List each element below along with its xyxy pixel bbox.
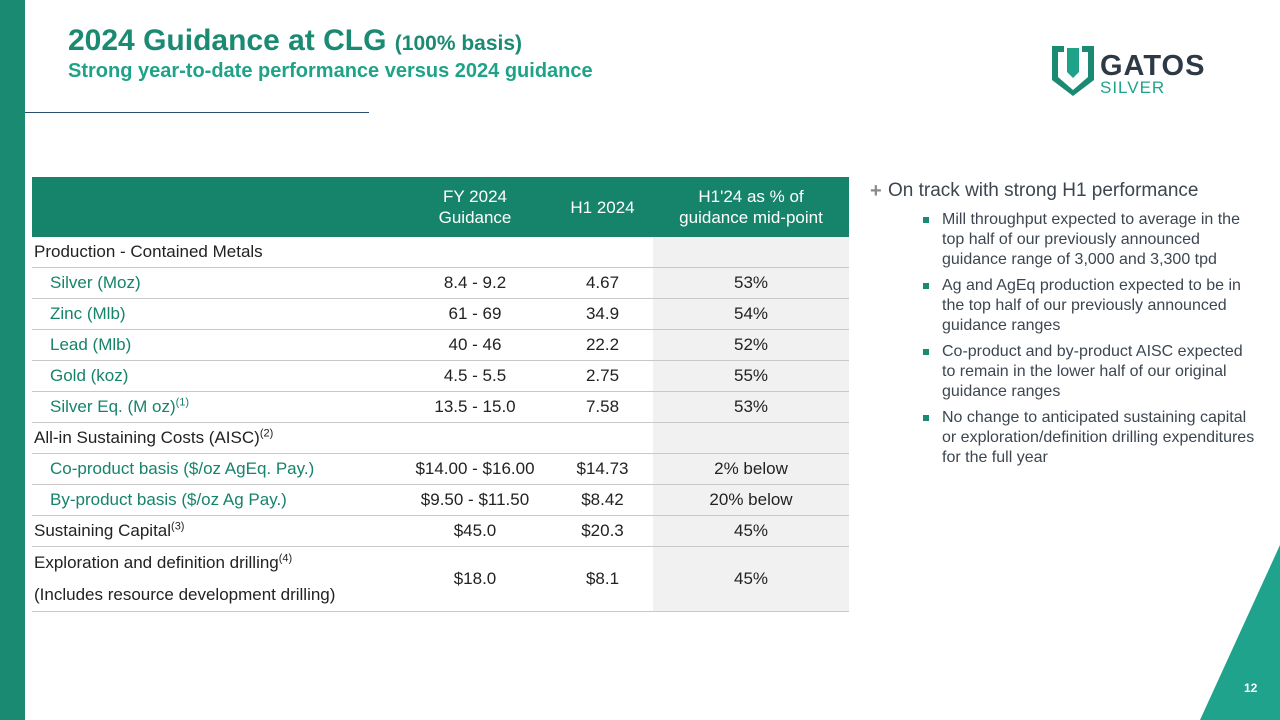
page-number: 12 (1244, 681, 1258, 695)
section-label: All-in Sustaining Costs (AISC)(2) (32, 422, 398, 454)
pct-value: 53% (653, 267, 849, 299)
footnote-ref: (4) (278, 552, 293, 565)
square-bullet-icon (923, 217, 929, 223)
table-header-row: FY 2024 Guidance H1 2024 H1'24 as % of gui… (32, 177, 849, 237)
pct-value: 55% (653, 360, 849, 392)
left-accent-bar (0, 0, 25, 720)
slide-subtitle: Strong year-to-date performance versus 2… (68, 60, 593, 82)
row-label-text: Sustaining Capital (34, 521, 172, 540)
plus-icon: + (870, 180, 882, 202)
list-item: Ag and AgEq production expected to be in… (918, 276, 1255, 336)
list-item-text: Co-product and by-product AISC expected … (942, 343, 1243, 400)
h1-value: $20.3 (552, 515, 653, 547)
table-row-exploration: Exploration and definition drilling(4) (I… (32, 546, 849, 612)
h1-value: 7.58 (552, 391, 653, 423)
list-item: Co-product and by-product AISC expected … (918, 342, 1255, 402)
fy-value: 8.4 - 9.2 (398, 267, 552, 299)
row-label: Gold (koz) (32, 360, 398, 392)
header-fy-line1: FY 2024 (443, 187, 507, 206)
fy-value: 61 - 69 (398, 298, 552, 330)
main-bullet: + On track with strong H1 performance (870, 180, 1255, 202)
pct-value: 45% (653, 546, 849, 612)
row-label: Exploration and definition drilling(4) (I… (32, 546, 398, 612)
square-bullet-icon (923, 415, 929, 421)
row-label: Sustaining Capital(3) (32, 515, 398, 547)
row-label: By-product basis ($/oz Ag Pay.) (32, 484, 398, 516)
logo-wordmark-gatos: GATOS (1100, 50, 1206, 82)
row-label: Silver (Moz) (32, 267, 398, 299)
row-label-line2: (Includes resource development drilling) (34, 585, 336, 604)
header-label-blank (32, 177, 398, 237)
h1-value: $8.42 (552, 484, 653, 516)
table-row: Lead (Mlb) 40 - 46 22.2 52% (32, 329, 849, 361)
table-row: Gold (koz) 4.5 - 5.5 2.75 55% (32, 360, 849, 392)
fy-value: 13.5 - 15.0 (398, 391, 552, 423)
section-label: Production - Contained Metals (32, 237, 398, 268)
row-label: Silver Eq. (M oz)(1) (32, 391, 398, 423)
fy-value: $14.00 - $16.00 (398, 453, 552, 485)
header-pct-midpoint: H1'24 as % of guidance mid-point (653, 177, 849, 237)
table-row: Silver (Moz) 8.4 - 9.2 4.67 53% (32, 267, 849, 299)
h1-value: $14.73 (552, 453, 653, 485)
square-bullet-icon (923, 283, 929, 289)
fy-value: $45.0 (398, 515, 552, 547)
table-row: Co-product basis ($/oz AgEq. Pay.) $14.0… (32, 453, 849, 485)
shield-logo-icon (1052, 46, 1094, 96)
footnote-ref: (2) (259, 427, 274, 440)
square-bullet-icon (923, 349, 929, 355)
row-label: Co-product basis ($/oz AgEq. Pay.) (32, 453, 398, 485)
title-divider (25, 112, 369, 113)
pct-value: 45% (653, 515, 849, 547)
row-label-text: Silver Eq. (M oz) (50, 397, 176, 416)
list-item-text: Mill throughput expected to average in t… (942, 211, 1240, 268)
header-h1: H1 2024 (552, 177, 653, 237)
commentary-bullets: + On track with strong H1 performance Mi… (870, 180, 1255, 474)
table-row-sustaining: Sustaining Capital(3) $45.0 $20.3 45% (32, 515, 849, 547)
fy-value: $9.50 - $11.50 (398, 484, 552, 516)
pct-value: 20% below (653, 484, 849, 516)
table-row: Silver Eq. (M oz)(1) 13.5 - 15.0 7.58 53… (32, 391, 849, 423)
h1-value: 4.67 (552, 267, 653, 299)
h1-value: 2.75 (552, 360, 653, 392)
list-item: Mill throughput expected to average in t… (918, 210, 1255, 270)
corner-decoration (1200, 545, 1280, 720)
slide-title: 2024 Guidance at CLG (100% basis) (68, 24, 522, 61)
pct-value: 52% (653, 329, 849, 361)
pct-value: 2% below (653, 453, 849, 485)
header-pct-line2: guidance mid-point (679, 208, 823, 227)
row-label: Lead (Mlb) (32, 329, 398, 361)
table-row: By-product basis ($/oz Ag Pay.) $9.50 - … (32, 484, 849, 516)
header-fy-line2: Guidance (438, 208, 512, 227)
sub-bullet-list: Mill throughput expected to average in t… (870, 210, 1255, 468)
footnote-ref: (1) (175, 396, 190, 409)
pct-value: 53% (653, 391, 849, 423)
section-label-text: All-in Sustaining Costs (AISC) (34, 428, 260, 447)
h1-value: 22.2 (552, 329, 653, 361)
fy-value: $18.0 (398, 546, 552, 612)
logo-wordmark-silver: SILVER (1100, 78, 1166, 97)
gatos-silver-logo: GATOS SILVER (1050, 44, 1225, 100)
fy-value: 4.5 - 5.5 (398, 360, 552, 392)
list-item-text: Ag and AgEq production expected to be in… (942, 277, 1241, 334)
pct-value: 54% (653, 298, 849, 330)
main-bullet-text: On track with strong H1 performance (888, 180, 1199, 201)
header-pct-line1: H1'24 as % of (698, 187, 804, 206)
h1-value: 34.9 (552, 298, 653, 330)
list-item: No change to anticipated sustaining capi… (918, 408, 1255, 468)
section-row-production: Production - Contained Metals (32, 237, 849, 268)
fy-value: 40 - 46 (398, 329, 552, 361)
h1-value: $8.1 (552, 546, 653, 612)
list-item-text: No change to anticipated sustaining capi… (942, 409, 1255, 466)
table-row: Zinc (Mlb) 61 - 69 34.9 54% (32, 298, 849, 330)
header-fy-guidance: FY 2024 Guidance (398, 177, 552, 237)
title-main: 2024 Guidance at CLG (68, 24, 387, 57)
row-label-line1: Exploration and definition drilling (34, 553, 279, 572)
section-row-aisc: All-in Sustaining Costs (AISC)(2) (32, 422, 849, 454)
footnote-ref: (3) (171, 520, 185, 533)
row-label: Zinc (Mlb) (32, 298, 398, 330)
guidance-table: FY 2024 Guidance H1 2024 H1'24 as % of gui… (32, 177, 849, 612)
title-basis: (100% basis) (394, 32, 523, 55)
